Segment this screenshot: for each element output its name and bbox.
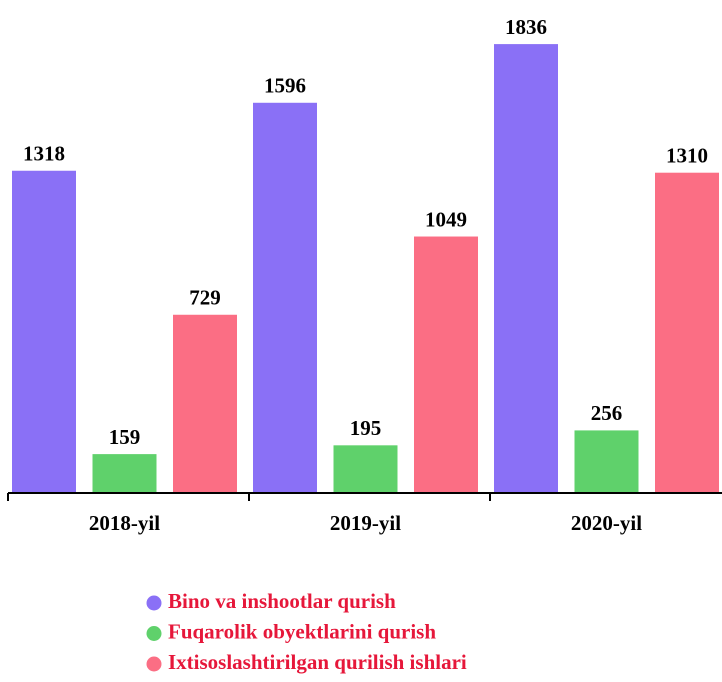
value-label: 195 [350,416,382,440]
legend-label: Ixtisoslashtirilgan qurilish ishlari [168,650,467,674]
x-tick-label: 2018-yil [89,511,160,535]
legend-swatch [146,656,162,672]
value-label: 729 [189,286,221,310]
bar [253,102,317,493]
legend-swatch [146,595,162,611]
legend-label: Fuqarolik obyektlarini qurish [168,619,436,643]
bar [494,44,558,494]
bar [12,170,76,493]
value-label: 256 [591,401,623,425]
value-label: 159 [109,425,141,449]
value-label: 1318 [23,142,65,166]
legend-swatch [146,626,162,641]
bar [574,430,639,493]
value-label: 1596 [264,74,306,98]
legend-label: Bino va inshootlar qurish [168,589,396,613]
value-label: 1049 [425,207,467,231]
bar [414,236,478,493]
bar [333,445,398,493]
value-label: 1310 [666,144,708,168]
bar [173,314,237,493]
bar [655,172,719,493]
x-tick-label: 2019-yil [330,511,401,535]
x-tick-label: 2020-yil [571,511,642,535]
bar [92,454,157,493]
value-label: 1836 [505,15,547,39]
